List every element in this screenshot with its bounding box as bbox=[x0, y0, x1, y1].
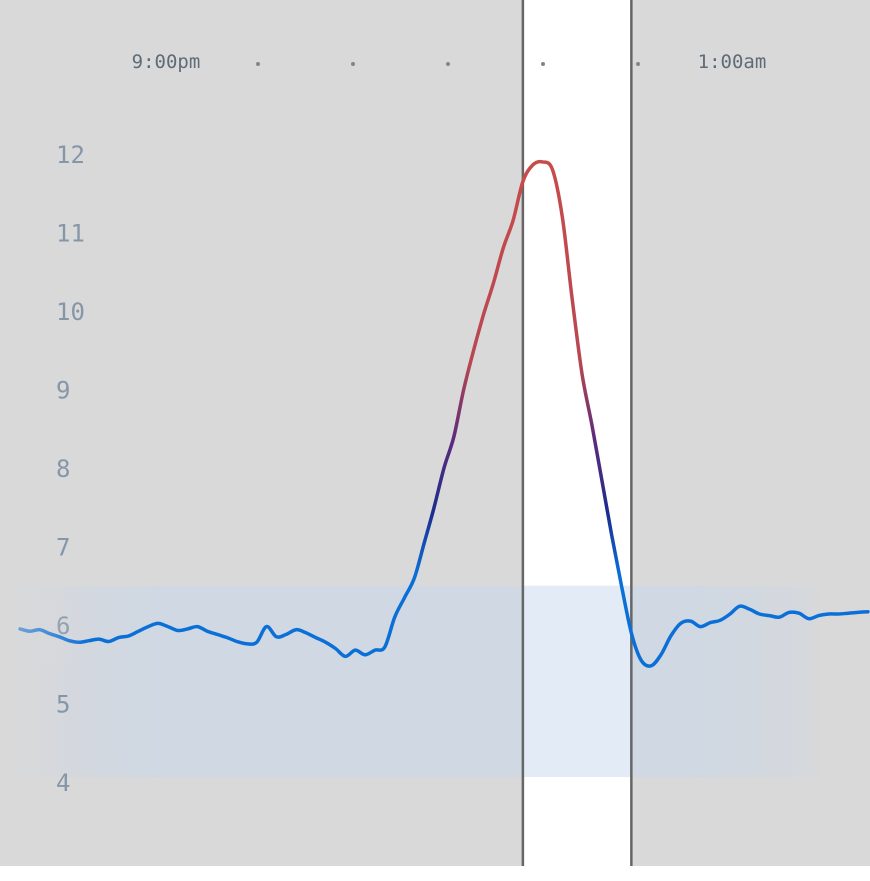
series-line-layer bbox=[0, 159, 870, 668]
x-tick-label: 9:00pm bbox=[132, 51, 201, 73]
y-tick-label: 7 bbox=[56, 534, 70, 562]
y-tick-label: 4 bbox=[56, 769, 70, 797]
x-tick-dot bbox=[446, 62, 450, 66]
y-tick-label: 11 bbox=[56, 220, 85, 248]
y-tick-label: 9 bbox=[56, 377, 70, 405]
y-tick-label: 12 bbox=[56, 141, 85, 169]
x-tick-label: 1:00am bbox=[698, 51, 767, 73]
y-tick-label: 8 bbox=[56, 455, 70, 483]
x-axis-ticks: 9:00pm 1:00am bbox=[132, 51, 767, 73]
series-line bbox=[18, 159, 870, 668]
y-tick-label: 5 bbox=[56, 691, 70, 719]
target-range-band bbox=[10, 585, 818, 777]
x-tick-dot bbox=[636, 62, 640, 66]
target-range-band-highlight bbox=[522, 585, 632, 777]
x-tick-dot bbox=[351, 62, 355, 66]
x-tick-dot bbox=[541, 62, 545, 66]
series-line-fade bbox=[0, 601, 90, 665]
y-tick-label: 10 bbox=[56, 298, 85, 326]
x-tick-dot bbox=[256, 62, 260, 66]
target-range-layer bbox=[10, 585, 818, 777]
highlight-divider-layer bbox=[521, 0, 633, 866]
